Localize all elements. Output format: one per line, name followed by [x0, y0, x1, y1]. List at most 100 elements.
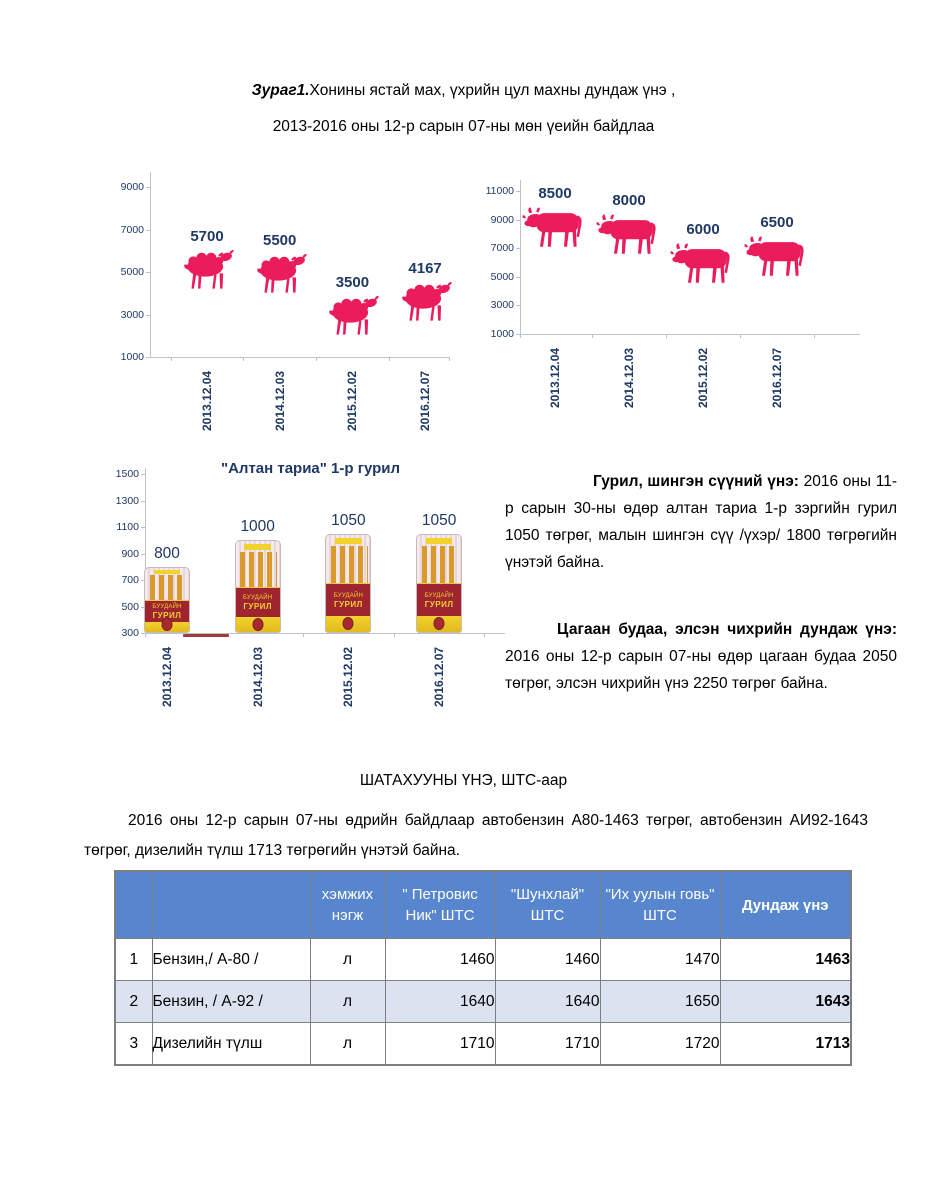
cow-icon [744, 234, 810, 279]
fuel-table-header-row: хэмжих нэгж " Петровис Ник" ШТС "Шунхлай" … [114, 870, 852, 939]
rice-sugar-body: 2016 оны 12-р сарын 07-ны өдөр цагаан бу… [505, 648, 897, 692]
y-tick-mark [146, 357, 150, 358]
y-tick-mark [141, 580, 145, 581]
fuel-table-header-3: " Петровис Ник" ШТС [384, 870, 496, 939]
x-axis-date-label: 2013.12.04 [160, 646, 174, 707]
y-tick-mark [141, 500, 145, 502]
row-number-cell: 1 [114, 938, 153, 981]
bag-text-line2: ГУРИЛ [243, 602, 273, 612]
x-axis-date-label: 2015.12.02 [696, 347, 710, 408]
y-axis-tick-label: 1000 [490, 328, 514, 340]
fuel-table-row: 2 Бензин, / А-92 /л 1640 1640 1650 1643 [114, 980, 852, 1023]
bag-yellow-band [235, 617, 280, 632]
fuel-section-heading: ШАТАХУУНЫ ҮНЭ, ШТС-аар [359, 772, 568, 789]
bag-brand-label [425, 537, 453, 545]
y-axis [520, 180, 521, 335]
x-tick-mark [592, 334, 593, 338]
average-price-cell: 1463 [719, 938, 852, 981]
wheat-pattern [238, 552, 278, 587]
x-axis [150, 357, 450, 358]
petrovis-price-cell: 1640 [384, 980, 496, 1023]
petrovis-price-cell: 1460 [384, 938, 496, 981]
unit-cell: л [309, 1022, 386, 1066]
y-axis [145, 468, 146, 634]
x-axis-date-label: 2014.12.03 [272, 370, 287, 431]
y-tick-mark [141, 474, 145, 475]
bag-brand-label [335, 537, 362, 545]
y-axis-tick-label: 1000 [120, 351, 144, 363]
x-tick-mark [449, 357, 450, 361]
x-tick-mark [740, 334, 741, 338]
y-axis-tick-label: 5000 [490, 270, 514, 283]
fuel-paragraph: 2016 оны 12-р сарын 07-ны өдрийн байдлаа… [84, 812, 868, 859]
flour-bag-icon: БУУДАЙН ГУРИЛ [416, 533, 463, 633]
x-tick-mark [145, 633, 146, 637]
x-axis [520, 334, 860, 335]
y-axis-tick-label: 1100 [116, 521, 139, 533]
bag-yellow-band [326, 616, 371, 632]
bag-text-line1: БУУДАЙН [243, 595, 273, 602]
flour-milk-paragraph: Гурил, шингэн сүүний үнэ: 2016 оны 11-р … [505, 468, 897, 576]
bag-yellow-band [145, 617, 189, 632]
x-tick-mark [484, 633, 486, 637]
title-text: Хонины ястай мах, үхрийн цул махны дунда… [309, 82, 676, 99]
unit-cell: л [309, 938, 386, 981]
y-axis-tick-label: 3000 [120, 308, 144, 321]
y-axis-tick-label: 5000 [120, 266, 144, 278]
flour-price-chart: "Алтан тариа" 1-р гурил 300 500 700 900 1100… [88, 452, 518, 744]
document-title-line1: Зураг1.Хонины ястай мах, үхрийн цул махн… [0, 82, 927, 100]
baseline-red-dash [183, 634, 229, 637]
right-text-column: Гурил, шингэн сүүний үнэ: 2016 оны 11-р … [505, 468, 897, 697]
cattle-price-chart: 1000 3000 5000 7000 9000 11000 8500 2013.12.04 8… [478, 168, 872, 430]
x-tick-mark [303, 633, 305, 637]
shunkhlai-price-cell: 1710 [494, 1022, 601, 1066]
value-label: 1000 [240, 518, 275, 536]
y-tick-mark [516, 219, 520, 221]
y-axis-tick-label: 1300 [115, 494, 139, 507]
bag-emblem [161, 617, 173, 631]
wheat-pattern [147, 575, 187, 600]
flour-chart-title: "Алтан тариа" 1-р гурил [220, 460, 401, 477]
x-tick-mark [520, 334, 521, 338]
y-axis-tick-label: 1500 [115, 468, 139, 480]
x-tick-mark [170, 357, 172, 361]
average-price-cell: 1713 [719, 1022, 852, 1066]
sheep-price-chart: 1000 3000 5000 7000 9000 5700 2013.12.04 5500 20… [88, 168, 460, 431]
value-label: 3500 [335, 274, 370, 292]
y-axis-tick-label: 900 [121, 547, 139, 560]
bag-emblem [342, 617, 354, 631]
y-tick-mark [516, 248, 520, 250]
y-tick-mark [146, 187, 150, 188]
fuel-name-cell: Бензин,/ А-80 / [151, 938, 311, 981]
flour-milk-body: 2016 оны 11-р сарын 30-ны өдөр алтан тар… [505, 473, 897, 571]
value-label: 800 [154, 544, 180, 562]
x-axis [145, 633, 505, 634]
wheat-pattern [419, 546, 459, 584]
document-title-line2: 2013-2016 оны 12-р сарын 07-ны мөн үеийн… [272, 118, 655, 135]
y-axis-tick-label: 3000 [490, 299, 514, 312]
bag-text-line1: БУУДАЙН [424, 592, 454, 599]
y-axis-tick-label: 11000 [485, 185, 514, 197]
flour-bag-icon: БУУДАЙН ГУРИЛ [325, 533, 372, 633]
y-tick-mark [141, 633, 145, 634]
cow-icon [522, 205, 588, 250]
y-axis-tick-label: 9000 [120, 181, 144, 193]
ikh-uulyn-govi-price-cell: 1470 [599, 938, 721, 981]
x-tick-mark [666, 334, 667, 338]
fuel-table-header-0 [114, 870, 153, 939]
wheat-pattern [329, 546, 368, 584]
x-axis-date-label: 2013.12.04 [548, 347, 562, 408]
y-tick-mark [516, 191, 520, 192]
x-tick-mark [814, 334, 815, 338]
y-axis-tick-label: 9000 [490, 213, 514, 226]
fuel-price-table: хэмжих нэгж " Петровис Ник" ШТС "Шунхлай" … [114, 870, 852, 1066]
bag-emblem [252, 617, 264, 631]
x-tick-mark [388, 357, 390, 361]
cow-icon [596, 212, 662, 257]
y-tick-mark [516, 305, 520, 307]
bag-text-line2: ГУРИЛ [334, 599, 363, 609]
fuel-table-header-5: "Их уулын говь" ШТС [599, 870, 721, 939]
x-axis-date-label: 2014.12.03 [622, 347, 636, 408]
x-axis-date-label: 2015.12.02 [345, 370, 360, 431]
rice-sugar-paragraph: Цагаан будаа, элсэн чихрийн дундаж үнэ: … [505, 616, 897, 697]
